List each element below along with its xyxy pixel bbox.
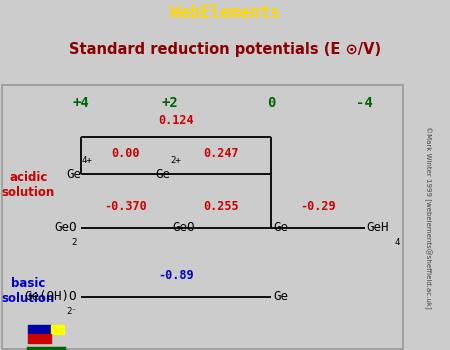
Text: Ge: Ge <box>274 221 288 234</box>
Text: GeH: GeH <box>367 221 389 234</box>
Text: WebElements: WebElements <box>170 4 280 21</box>
Text: 4: 4 <box>395 238 400 247</box>
Text: basic
solution: basic solution <box>2 278 55 306</box>
Text: +4: +4 <box>72 96 90 110</box>
Bar <box>50 325 64 334</box>
Text: 0.255: 0.255 <box>203 200 239 213</box>
Text: GeO: GeO <box>172 221 194 234</box>
Text: GeO: GeO <box>54 221 77 234</box>
Text: Ge: Ge <box>274 290 288 303</box>
Text: 2⁻: 2⁻ <box>66 307 77 316</box>
Text: 0: 0 <box>267 96 275 110</box>
Bar <box>28 325 50 334</box>
Text: -0.89: -0.89 <box>158 269 194 282</box>
Text: 0.124: 0.124 <box>158 113 194 127</box>
Text: -0.29: -0.29 <box>300 200 336 213</box>
Text: 4+: 4+ <box>81 156 92 165</box>
Text: Ge: Ge <box>155 168 170 181</box>
Text: acidic
solution: acidic solution <box>2 171 55 199</box>
Text: 2: 2 <box>72 238 77 247</box>
Text: 0.00: 0.00 <box>111 147 140 160</box>
Text: +2: +2 <box>162 96 179 110</box>
Text: -4: -4 <box>356 96 373 110</box>
Text: Ge: Ge <box>66 168 81 181</box>
Text: 2+: 2+ <box>170 156 181 165</box>
Text: Ge(OH)O: Ge(OH)O <box>24 290 77 303</box>
Text: Standard reduction potentials (E ⊙/V): Standard reduction potentials (E ⊙/V) <box>69 42 381 57</box>
Text: -0.370: -0.370 <box>104 200 147 213</box>
Bar <box>28 334 50 343</box>
Text: ©Mark Winter 1999 [webelements@sheffield.ac.uk]: ©Mark Winter 1999 [webelements@sheffield… <box>424 126 431 308</box>
Text: 0.247: 0.247 <box>203 147 239 160</box>
